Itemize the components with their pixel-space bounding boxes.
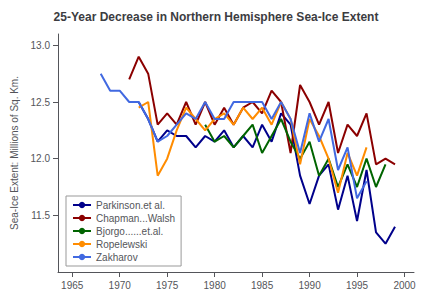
svg-text:1985: 1985: [251, 280, 274, 291]
svg-text:1965: 1965: [61, 280, 84, 291]
svg-text:Chapman...Walsh: Chapman...Walsh: [96, 213, 175, 224]
svg-text:2000: 2000: [393, 280, 416, 291]
svg-text:Zakharov: Zakharov: [96, 252, 138, 263]
svg-text:Parkinson.et al.: Parkinson.et al.: [96, 200, 165, 211]
svg-text:1970: 1970: [109, 280, 132, 291]
svg-text:25-Year Decrease in Northern H: 25-Year Decrease in Northern Hemisphere …: [54, 10, 379, 24]
svg-text:11.5: 11.5: [31, 210, 50, 221]
svg-text:12.0: 12.0: [31, 153, 51, 164]
svg-text:1995: 1995: [346, 280, 369, 291]
svg-text:1990: 1990: [298, 280, 321, 291]
svg-text:1980: 1980: [204, 280, 227, 291]
svg-text:Ropelewski: Ropelewski: [96, 239, 147, 250]
svg-text:12.5: 12.5: [31, 97, 51, 108]
svg-text:1975: 1975: [156, 280, 179, 291]
svg-text:Bjorgo......et.al.: Bjorgo......et.al.: [96, 226, 163, 237]
svg-text:Sea-Ice Extent: Millions of Sq: Sea-Ice Extent: Millions of Sq. Km.: [9, 76, 20, 230]
svg-text:13.0: 13.0: [31, 40, 51, 51]
